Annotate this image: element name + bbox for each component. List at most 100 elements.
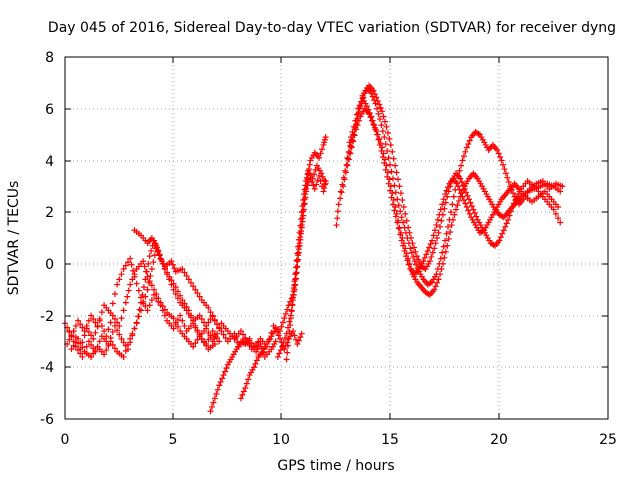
data-point-trace-n	[381, 160, 388, 167]
data-point-trace-m	[442, 199, 449, 206]
data-point-trace-d	[185, 307, 192, 314]
data-point-trace-n	[443, 187, 450, 194]
data-point-trace-e	[207, 309, 214, 316]
data-point-trace-j	[304, 182, 311, 189]
data-point-trace-a	[120, 266, 127, 273]
data-point-trace-k	[435, 276, 442, 283]
data-point-trace-k	[432, 283, 439, 290]
data-point-trace-m	[390, 155, 397, 162]
data-point-trace-e	[218, 328, 225, 335]
data-point-trace-m	[506, 212, 513, 219]
data-point-trace-n	[403, 253, 410, 260]
data-point-trace-m	[510, 200, 517, 207]
data-point-trace-g	[239, 391, 246, 398]
data-point-trace-n	[368, 113, 375, 120]
data-point-trace-m	[413, 253, 420, 260]
data-point-trace-j	[291, 282, 298, 289]
data-point-trace-a	[135, 287, 142, 294]
data-point-trace-m	[426, 258, 433, 265]
data-point-trace-n	[433, 222, 440, 229]
data-point-trace-b	[127, 281, 134, 288]
data-point-trace-e	[156, 251, 163, 258]
data-point-trace-m	[509, 203, 516, 210]
data-point-trace-d	[122, 347, 129, 354]
data-point-trace-l	[346, 149, 353, 156]
data-point-trace-m	[379, 108, 386, 115]
data-point-trace-j	[303, 185, 310, 192]
data-point-trace-l	[498, 157, 505, 164]
data-point-trace-j	[298, 228, 305, 235]
data-point-trace-m	[383, 123, 390, 130]
data-point-trace-b	[141, 263, 148, 270]
data-point-trace-e	[222, 334, 229, 341]
data-point-trace-l	[389, 175, 396, 182]
data-point-trace-n	[424, 247, 431, 254]
data-point-trace-i	[306, 161, 313, 168]
data-point-trace-e	[185, 276, 192, 283]
data-point-trace-j	[314, 177, 321, 184]
data-point-trace-n	[366, 110, 373, 117]
data-point-trace-j	[307, 175, 314, 182]
grid-lines	[65, 57, 608, 419]
data-point-trace-h	[278, 323, 285, 330]
data-point-trace-a	[130, 267, 137, 274]
data-point-trace-d	[139, 291, 146, 298]
data-point-trace-d	[124, 341, 131, 348]
data-point-trace-a	[127, 255, 134, 262]
data-point-trace-d	[196, 331, 203, 338]
data-point-trace-n	[436, 211, 443, 218]
data-point-trace-c	[118, 335, 125, 342]
data-point-trace-i	[280, 339, 287, 346]
data-point-trace-m	[406, 229, 413, 236]
x-tick-label: 10	[272, 432, 290, 448]
data-point-trace-n	[555, 203, 562, 210]
data-point-trace-k	[334, 215, 341, 222]
data-point-trace-l	[449, 201, 456, 208]
data-point-trace-d	[148, 247, 155, 254]
data-point-trace-n	[388, 194, 395, 201]
data-point-trace-a	[116, 276, 123, 283]
data-point-trace-l	[385, 154, 392, 161]
data-point-trace-b	[174, 323, 181, 330]
data-point-trace-m	[473, 213, 480, 220]
data-point-trace-n	[394, 219, 401, 226]
data-point-trace-n	[349, 128, 356, 135]
data-point-trace-a	[133, 280, 140, 287]
data-point-trace-j	[295, 252, 302, 259]
y-tick-label: -2	[40, 309, 54, 325]
data-point-trace-m	[441, 205, 448, 212]
data-point-trace-b	[194, 336, 201, 343]
data-point-trace-m	[392, 162, 399, 169]
data-point-trace-b	[214, 334, 221, 341]
data-point-trace-m	[460, 182, 467, 189]
data-point-trace-m	[502, 223, 509, 230]
data-point-trace-m	[471, 210, 478, 217]
data-point-trace-j	[302, 191, 309, 198]
data-point-trace-l	[463, 144, 470, 151]
data-point-trace-l	[408, 249, 415, 256]
data-point-trace-n	[391, 207, 398, 214]
data-point-trace-h	[242, 334, 249, 341]
data-point-trace-n	[458, 190, 465, 197]
x-tick-labels: 0 5 10 15 20 25	[61, 432, 617, 448]
data-point-trace-d	[136, 306, 143, 313]
data-point-trace-b	[120, 307, 127, 314]
data-point-trace-c	[145, 279, 152, 286]
data-point-trace-l	[413, 261, 420, 268]
data-point-trace-j	[301, 196, 308, 203]
data-point-trace-c	[83, 343, 90, 350]
data-point-trace-k	[344, 162, 351, 169]
data-point-trace-l	[382, 141, 389, 148]
data-point-trace-l	[458, 162, 465, 169]
data-point-trace-e	[171, 265, 178, 272]
data-point-trace-h	[284, 306, 291, 313]
data-point-trace-l	[439, 249, 446, 256]
data-point-trace-b	[140, 258, 147, 265]
data-point-trace-a	[124, 259, 131, 266]
data-point-trace-m	[384, 129, 391, 136]
data-point-trace-f	[207, 408, 214, 415]
data-point-trace-e	[205, 304, 212, 311]
data-point-trace-e	[168, 258, 175, 265]
data-point-trace-b	[129, 276, 136, 283]
data-point-trace-k	[444, 242, 451, 249]
